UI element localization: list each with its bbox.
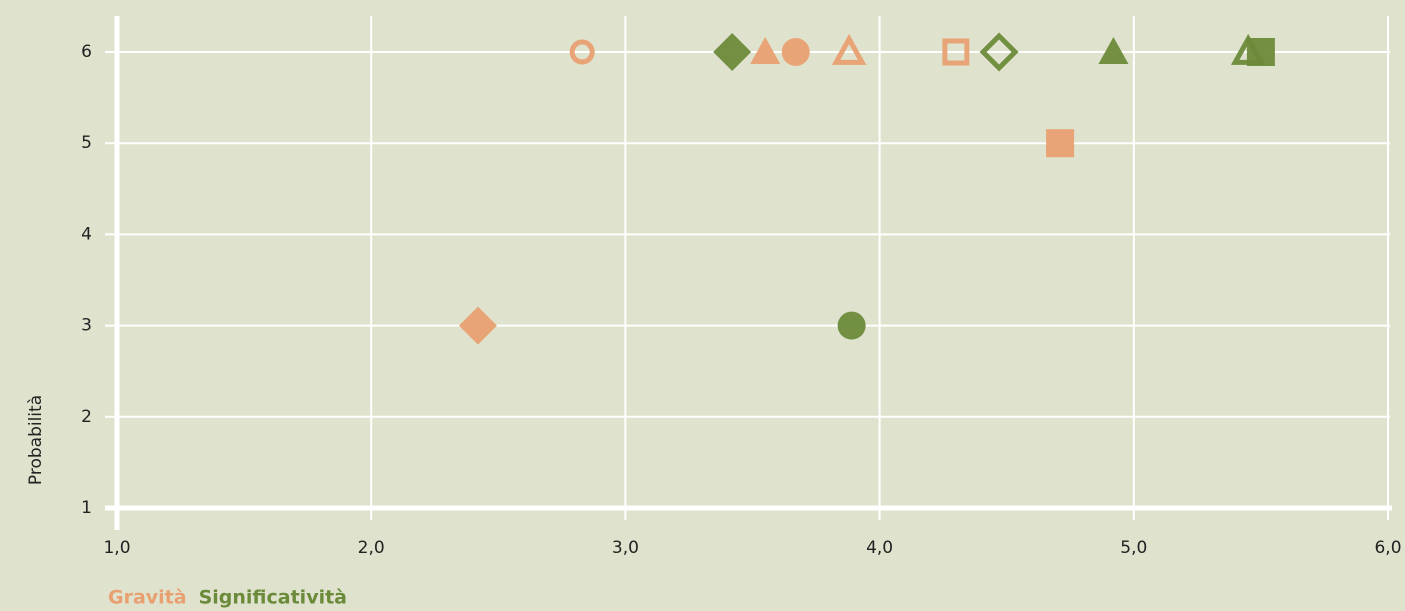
legend-entry: Gravità [108, 587, 187, 609]
point [713, 33, 752, 71]
x-tick-label: 1,0 [103, 538, 130, 558]
point [569, 39, 595, 65]
x-tick-label: 5,0 [1120, 538, 1147, 558]
x-tick-label: 2,0 [358, 538, 385, 558]
y-tick-label: 5 [81, 133, 92, 153]
point [1098, 37, 1129, 64]
point [1246, 38, 1275, 66]
y-axis-label: Probabilità [26, 395, 46, 485]
y-tick-label: 1 [81, 498, 92, 518]
point [458, 306, 497, 345]
point [750, 37, 781, 64]
y-tick-label: 6 [81, 42, 92, 62]
point [1046, 129, 1075, 158]
point [942, 38, 970, 66]
y-tick-label: 2 [81, 407, 92, 427]
point [837, 311, 866, 340]
point [979, 32, 1019, 72]
y-tick-label: 3 [81, 316, 92, 336]
legend-entry: Significatività [199, 587, 347, 609]
point [781, 38, 810, 66]
x-tick-label: 4,0 [866, 538, 893, 558]
y-tick-label: 4 [81, 224, 92, 244]
point [831, 33, 867, 65]
x-tick-label: 3,0 [612, 538, 639, 558]
x-tick-label: 6,0 [1374, 538, 1401, 558]
